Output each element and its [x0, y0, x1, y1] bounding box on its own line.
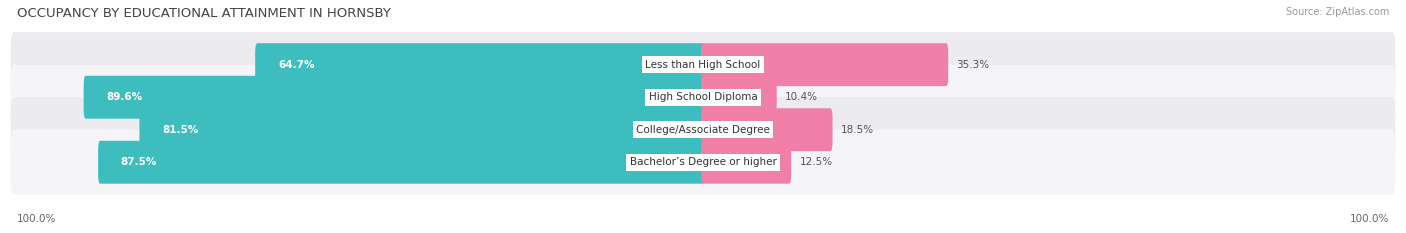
Text: Less than High School: Less than High School	[645, 60, 761, 70]
FancyBboxPatch shape	[702, 43, 948, 86]
FancyBboxPatch shape	[11, 32, 1395, 97]
Text: 64.7%: 64.7%	[278, 60, 315, 70]
Text: 87.5%: 87.5%	[121, 157, 157, 167]
Text: 100.0%: 100.0%	[17, 214, 56, 224]
FancyBboxPatch shape	[11, 65, 1395, 130]
Text: High School Diploma: High School Diploma	[648, 92, 758, 102]
FancyBboxPatch shape	[83, 76, 704, 119]
Text: College/Associate Degree: College/Associate Degree	[636, 125, 770, 135]
Text: 18.5%: 18.5%	[841, 125, 875, 135]
Legend: Owner-occupied, Renter-occupied: Owner-occupied, Renter-occupied	[586, 230, 820, 233]
Text: OCCUPANCY BY EDUCATIONAL ATTAINMENT IN HORNSBY: OCCUPANCY BY EDUCATIONAL ATTAINMENT IN H…	[17, 7, 391, 20]
Text: 100.0%: 100.0%	[1350, 214, 1389, 224]
FancyBboxPatch shape	[98, 141, 704, 184]
FancyBboxPatch shape	[11, 130, 1395, 195]
Text: Bachelor’s Degree or higher: Bachelor’s Degree or higher	[630, 157, 776, 167]
Text: 89.6%: 89.6%	[107, 92, 142, 102]
FancyBboxPatch shape	[702, 141, 792, 184]
Text: 10.4%: 10.4%	[785, 92, 818, 102]
Text: 12.5%: 12.5%	[800, 157, 832, 167]
Text: 81.5%: 81.5%	[162, 125, 198, 135]
FancyBboxPatch shape	[254, 43, 704, 86]
FancyBboxPatch shape	[702, 108, 832, 151]
FancyBboxPatch shape	[702, 76, 776, 119]
FancyBboxPatch shape	[139, 108, 704, 151]
FancyBboxPatch shape	[11, 97, 1395, 162]
Text: Source: ZipAtlas.com: Source: ZipAtlas.com	[1285, 7, 1389, 17]
Text: 35.3%: 35.3%	[956, 60, 990, 70]
